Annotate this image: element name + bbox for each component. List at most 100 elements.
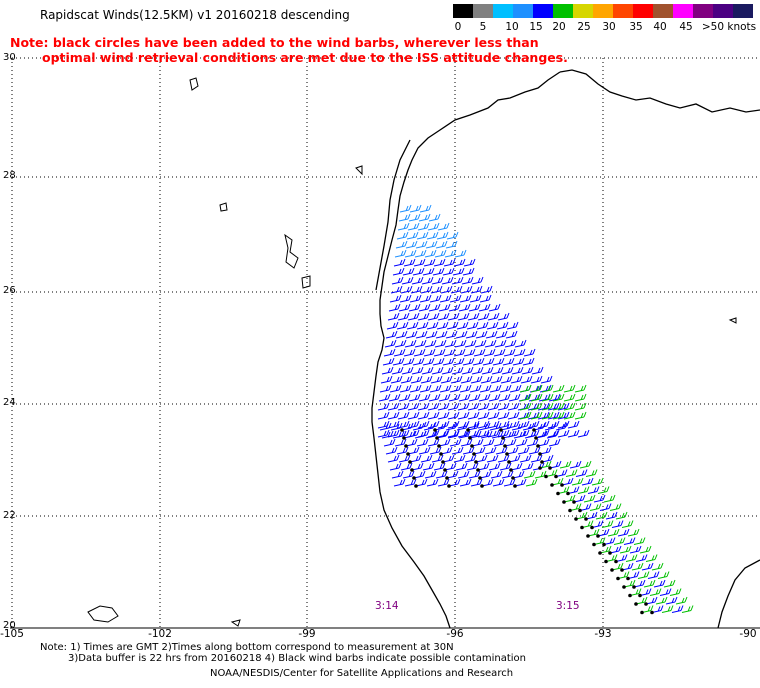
- lat-label: 26: [3, 285, 16, 296]
- lon-label: -93: [594, 628, 612, 640]
- wind-barb: [487, 402, 500, 411]
- wind-barb: [409, 204, 422, 213]
- wind-barb: [465, 330, 478, 339]
- wind-barb: [392, 267, 405, 276]
- contamination-dot: [447, 484, 451, 488]
- wind-barb: [437, 222, 450, 231]
- legend-swatch: [633, 4, 653, 18]
- wind-barb: [569, 460, 582, 469]
- wind-barb: [555, 469, 568, 477]
- wind-barb: [453, 454, 466, 463]
- lat-label: 28: [3, 170, 16, 181]
- wind-barb: [497, 454, 510, 463]
- wind-barb: [410, 285, 423, 294]
- legend-label: 40: [653, 21, 667, 33]
- wind-barb: [389, 294, 402, 303]
- wind-barb: [476, 321, 489, 330]
- wind-barb: [621, 562, 634, 571]
- wind-barb: [467, 402, 480, 411]
- contamination-dot: [472, 452, 476, 456]
- wind-barb: [409, 294, 422, 303]
- wind-barb: [417, 402, 430, 411]
- wind-barb: [571, 477, 584, 486]
- wind-barb: [517, 420, 530, 429]
- wind-barb: [577, 429, 590, 438]
- wind-barb: [440, 446, 453, 455]
- contamination-dot: [628, 593, 632, 598]
- wind-barb: [537, 411, 550, 420]
- wind-barb: [391, 470, 404, 479]
- wind-barb: [463, 348, 476, 357]
- wind-barb: [605, 511, 618, 520]
- wind-barb: [531, 366, 544, 375]
- wind-barb: [455, 330, 468, 339]
- wind-barb: [400, 462, 413, 471]
- wind-barb: [420, 454, 433, 463]
- wind-barb: [440, 285, 453, 294]
- wind-barb: [411, 276, 424, 285]
- wind-barb: [482, 438, 495, 447]
- wind-barb: [587, 486, 600, 494]
- wind-barb: [519, 402, 532, 411]
- legend-swatch: [653, 4, 673, 18]
- wind-barb: [463, 258, 476, 267]
- wind-barb: [591, 520, 604, 528]
- wind-barb: [503, 478, 516, 487]
- wind-barb: [603, 494, 616, 503]
- wind-barb: [464, 454, 477, 463]
- wind-barb: [443, 348, 456, 357]
- wind-barb: [585, 469, 598, 477]
- legend-label: 10: [505, 21, 519, 33]
- contamination-dot: [578, 508, 582, 513]
- wind-barb: [552, 402, 565, 411]
- contamination-dot: [501, 436, 505, 440]
- wind-barb: [547, 420, 560, 429]
- wind-barb: [407, 420, 420, 429]
- wind-barb: [454, 249, 467, 258]
- wind-barb: [402, 357, 415, 366]
- wind-barb: [423, 422, 436, 431]
- wind-barb: [418, 303, 431, 312]
- wind-barb: [394, 339, 407, 348]
- contamination-dot: [632, 585, 636, 589]
- pass-time: 3:14: [375, 600, 399, 612]
- wind-barb: [460, 375, 473, 384]
- wind-barb: [437, 402, 450, 411]
- wind-barb: [438, 393, 451, 402]
- wind-barb: [573, 494, 586, 503]
- wind-barb: [412, 357, 425, 366]
- contamination-dot: [466, 428, 470, 432]
- wind-barb: [515, 438, 528, 447]
- wind-barb: [419, 204, 432, 213]
- wind-barb: [461, 276, 474, 285]
- wind-barb: [458, 430, 471, 439]
- contamination-dot: [548, 466, 552, 470]
- wind-barb: [511, 366, 524, 375]
- lat-label: 24: [3, 397, 16, 408]
- wind-barb: [457, 402, 470, 411]
- yucatan-coast: [717, 559, 760, 629]
- contamination-dot: [640, 610, 644, 615]
- wind-barb: [457, 411, 470, 420]
- wind-barb: [408, 213, 421, 222]
- contamination-dot: [408, 460, 412, 464]
- wind-barb: [519, 393, 532, 402]
- wind-barb: [530, 393, 543, 402]
- contamination-dot: [604, 559, 608, 564]
- wind-barb: [396, 231, 409, 240]
- wind-barb: [455, 462, 468, 471]
- wind-barb: [414, 339, 427, 348]
- wind-barb: [509, 384, 522, 393]
- legend-label: 0: [454, 21, 462, 33]
- wind-barb: [452, 357, 465, 366]
- wind-barb: [435, 240, 448, 249]
- wind-barb: [461, 366, 474, 375]
- wind-barb: [495, 446, 508, 455]
- wind-barb: [457, 312, 470, 321]
- footer-note-1: Note: 1) Times are GMT 2)Times along bot…: [40, 642, 454, 653]
- wind-barb: [382, 357, 395, 366]
- contamination-dot: [402, 436, 406, 440]
- wind-barb: [478, 303, 491, 312]
- wind-barb: [528, 446, 541, 455]
